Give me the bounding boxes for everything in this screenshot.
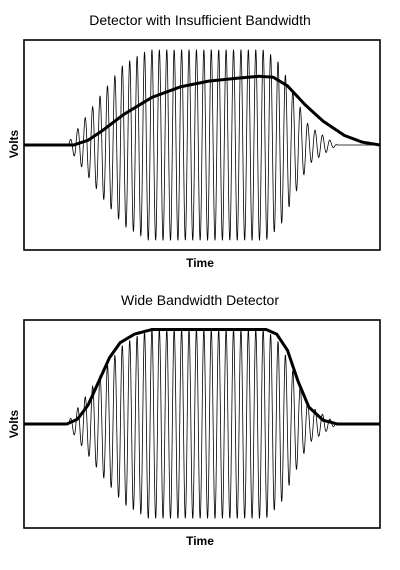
chart-1-plot — [23, 39, 381, 251]
chart-2-detector-output-line — [23, 327, 381, 426]
chart-1-rf-burst-line — [24, 49, 380, 241]
chart-1-x-axis-label: Time — [186, 256, 214, 270]
chart-2-x-axis-label: Time — [186, 534, 214, 548]
chart-2-title: Wide Bandwidth Detector — [121, 292, 279, 308]
chart-1-detector-output-line — [23, 74, 381, 147]
chart-1-title: Detector with Insufficient Bandwidth — [89, 12, 311, 28]
chart-2-plot — [23, 319, 381, 529]
chart-2-rf-burst-line — [24, 329, 380, 519]
